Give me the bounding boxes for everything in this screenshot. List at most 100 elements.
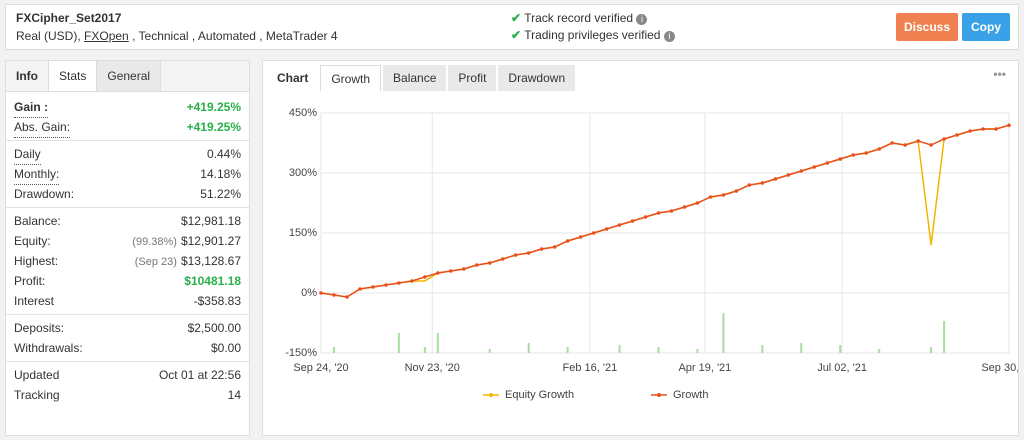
point	[332, 293, 336, 297]
stat-value: -$358.83	[194, 291, 241, 311]
copy-button[interactable]: Copy	[962, 13, 1010, 41]
point	[747, 183, 752, 187]
point	[591, 231, 596, 235]
stat-note: (Sep 23)	[134, 256, 177, 268]
chart-panel: Chart Growth Balance Profit Drawdown ••• -15…	[262, 60, 1019, 436]
stats-row: Updated Oct 01 at 22:56	[6, 365, 249, 385]
legend-label: Growth	[673, 389, 708, 401]
stats-group: Updated Oct 01 at 22:56 Tracking 14	[6, 362, 249, 408]
point	[682, 205, 687, 209]
x-tick-label: Jul 02, '21	[817, 362, 867, 374]
tab[interactable]: Drawdown	[498, 65, 576, 91]
tab[interactable]: General	[97, 61, 162, 91]
subtitle: Real (USD), FXOpen , Technical , Automat…	[16, 29, 338, 43]
stat-value-text: 14.18%	[200, 167, 241, 181]
stat-label: Interest	[14, 294, 55, 308]
point	[799, 169, 804, 173]
stats-row: Profit: $10481.18	[6, 271, 249, 291]
tab-bar: Info Stats General	[6, 61, 249, 92]
stat-value: (99.38%) $12,901.27	[132, 231, 241, 252]
point	[384, 283, 388, 287]
stat-value: Oct 01 at 22:56	[159, 365, 241, 385]
chart: -150% 0% 150% 300% 450% Sep 24, '20 Nov 23, '2…	[285, 107, 1018, 401]
volume-bar	[943, 321, 946, 353]
point	[656, 211, 661, 215]
point	[358, 287, 362, 291]
point	[1007, 123, 1011, 128]
stat-value-text: Oct 01 at 22:56	[158, 368, 241, 382]
point	[513, 253, 518, 257]
discuss-button[interactable]: Discuss	[896, 13, 958, 41]
stats-row: Deposits: $2,500.00	[6, 318, 249, 338]
point	[968, 129, 972, 133]
x-tick-label: Feb 16, '21	[563, 362, 618, 374]
volume-bar	[696, 349, 699, 353]
point	[539, 247, 544, 251]
point	[994, 127, 998, 131]
point	[773, 177, 778, 181]
stats-row: Daily 0.44%	[6, 144, 249, 165]
stat-label: Profit:	[14, 274, 46, 288]
tab[interactable]: Chart	[267, 65, 319, 91]
stat-label: Gain :	[14, 97, 49, 118]
volume-bar	[657, 347, 660, 353]
stats-row: Highest: (Sep 23) $13,128.67	[6, 251, 249, 271]
point	[890, 141, 894, 145]
tab[interactable]: Stats	[49, 61, 98, 91]
point	[410, 279, 414, 283]
line	[320, 124, 1010, 298]
stat-value: $0.00	[211, 338, 241, 358]
point	[371, 285, 375, 289]
stat-value-text: $2,500.00	[187, 321, 241, 335]
subtitle-end: , Technical , Automated , MetaTrader 4	[132, 29, 338, 43]
stat-label: Highest:	[14, 254, 59, 268]
subtitle-start: Real (USD),	[16, 29, 81, 43]
stat-value: 14	[228, 385, 241, 405]
stat-value-text: +419.25%	[186, 100, 241, 114]
stats-list: Gain : +419.25% Abs. Gain: +419.25% Daily 0.4…	[6, 94, 249, 408]
volume-bar	[800, 343, 803, 353]
stat-label: Deposits:	[14, 321, 65, 335]
stat-value-text: $13,128.67	[180, 254, 241, 268]
verification: ✔ Track record verified i	[511, 11, 648, 25]
stat-label: Withdrawals:	[14, 341, 83, 355]
stat-label: Balance:	[14, 214, 61, 228]
menu-icon[interactable]: •••	[993, 67, 1006, 81]
tab[interactable]: Growth	[320, 65, 382, 91]
point	[942, 137, 946, 141]
tab[interactable]: Profit	[448, 65, 497, 91]
stats-row: Withdrawals: $0.00	[6, 338, 249, 358]
point	[500, 257, 505, 261]
stat-value-text: $10481.18	[184, 274, 241, 288]
volume-bar	[878, 349, 881, 353]
volume-bar	[618, 345, 621, 353]
stat-value-text: $12,901.27	[180, 234, 241, 248]
point	[916, 139, 920, 143]
tab[interactable]: Balance	[383, 65, 447, 91]
stat-value: 0.44%	[207, 144, 241, 164]
broker-link[interactable]: FXOpen	[84, 29, 129, 43]
header: FXCipher_Set2017 Real (USD), FXOpen , Te…	[5, 4, 1019, 50]
point	[851, 153, 856, 157]
point	[838, 157, 843, 161]
tab-bar: Chart Growth Balance Profit Drawdown	[267, 65, 1018, 91]
stat-label: Daily	[14, 144, 41, 165]
tab[interactable]: Info	[6, 61, 49, 91]
point	[825, 161, 830, 165]
point	[552, 245, 557, 249]
y-tick-label: -150%	[285, 347, 317, 359]
verification-text: Track record verified	[524, 11, 634, 25]
y-tick-label: 150%	[289, 227, 317, 239]
stat-value-text: 0.44%	[206, 147, 241, 161]
stats-group: Balance: $12,981.18 Equity: (99.38%) $12,901…	[6, 208, 249, 315]
point	[695, 201, 700, 205]
point	[474, 263, 479, 267]
point	[461, 267, 466, 271]
stat-label: Drawdown:	[14, 187, 75, 201]
point	[955, 133, 959, 137]
point	[981, 127, 985, 131]
x-tick-label: Sep 24, '20	[293, 362, 348, 374]
point	[630, 219, 635, 223]
x-tick-label: Apr 19, '21	[678, 362, 731, 374]
